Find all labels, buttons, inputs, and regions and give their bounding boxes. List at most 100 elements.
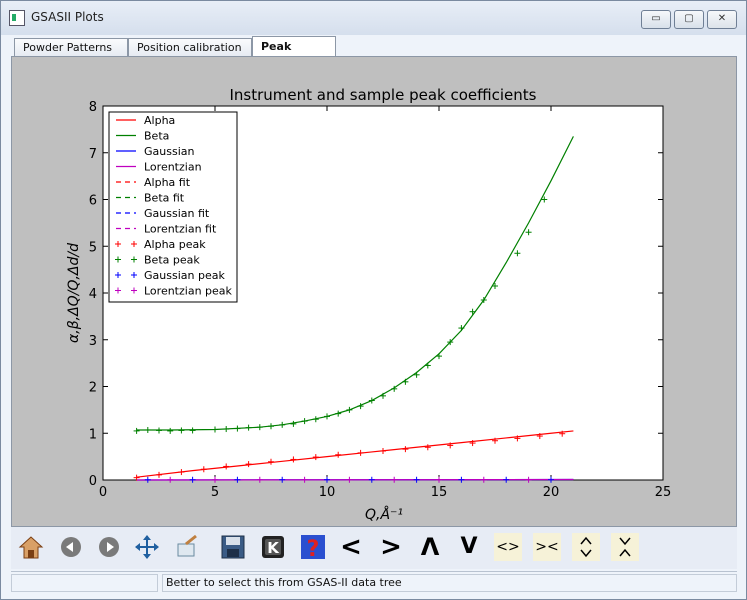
right-arrow-icon[interactable]: > xyxy=(380,532,402,562)
tab-powder-patterns[interactable]: Powder Patterns xyxy=(14,38,128,56)
marker-alpha-peak xyxy=(380,448,386,455)
forward-icon[interactable] xyxy=(95,533,123,561)
y-tick-label: 7 xyxy=(89,147,97,162)
marker-alpha-peak xyxy=(156,471,162,478)
legend-box xyxy=(108,111,238,303)
marker-lorentzian-peak xyxy=(391,476,398,483)
marker-beta-peak xyxy=(469,308,476,315)
marker-gaussian-peak xyxy=(234,476,241,483)
legend-label: Lorentzian fit xyxy=(144,223,217,236)
marker-beta-peak xyxy=(290,420,297,427)
x-tick-label: 15 xyxy=(431,485,448,500)
marker-alpha-peak xyxy=(357,449,364,456)
legend-label: Gaussian peak xyxy=(144,269,225,282)
vertical-spread-icon[interactable] xyxy=(572,533,600,561)
legend-item: Gaussian fit xyxy=(116,207,210,220)
chart-title: Instrument and sample peak coefficients xyxy=(230,86,537,104)
marker-lorentzian-peak xyxy=(212,476,218,483)
y-tick-label: 3 xyxy=(89,334,97,349)
marker-alpha-peak xyxy=(536,433,543,440)
marker-beta-peak xyxy=(167,427,174,434)
marker-alpha-peak xyxy=(268,458,274,465)
marker-beta-peak xyxy=(335,410,342,417)
y-tick-label: 5 xyxy=(89,240,97,255)
zoom-icon[interactable] xyxy=(173,533,201,561)
marker-beta-peak xyxy=(279,421,286,428)
horizontal-compress-icon[interactable]: >< xyxy=(533,533,561,561)
status-bar: Better to select this from GSAS-II data … xyxy=(11,571,737,594)
marker-beta-peak xyxy=(368,397,375,404)
minimize-button[interactable]: ▭ xyxy=(641,10,671,29)
series-line-alpha xyxy=(136,430,574,478)
marker-beta-peak xyxy=(480,297,487,304)
y-tick-label: 0 xyxy=(89,474,97,489)
back-icon[interactable] xyxy=(57,533,85,561)
legend-label: Gaussian xyxy=(144,145,194,158)
marker-beta-peak xyxy=(144,426,151,433)
marker-alpha-peak xyxy=(245,461,252,468)
x-tick-label: 0 xyxy=(99,485,107,500)
tab-bar: Powder Patterns Position calibration Pea… xyxy=(11,36,737,73)
marker-gaussian-peak xyxy=(279,476,286,483)
marker-alpha-peak xyxy=(402,446,409,453)
marker-gaussian-peak xyxy=(368,476,375,483)
peak-coefficients-chart[interactable]: Instrument and sample peak coefficients … xyxy=(12,57,736,526)
marker-alpha-peak xyxy=(312,454,319,461)
marker-beta-peak xyxy=(212,426,218,433)
marker-gaussian-peak xyxy=(548,476,554,483)
marker-alpha-peak xyxy=(559,430,566,437)
tab-position-calibration[interactable]: Position calibration xyxy=(128,38,252,56)
legend-label: Beta xyxy=(144,130,169,143)
svg-text:K: K xyxy=(267,539,280,557)
k-icon[interactable]: K xyxy=(259,533,287,561)
marker-beta-peak xyxy=(514,250,521,257)
maximize-button[interactable]: ▢ xyxy=(674,10,704,29)
help-icon[interactable]: ? xyxy=(299,533,327,562)
marker-beta-peak xyxy=(301,418,308,425)
marker-beta-peak xyxy=(324,413,330,420)
y-tick-label: 2 xyxy=(89,381,97,396)
up-arrow-icon[interactable]: Λ xyxy=(420,533,440,561)
legend-label: Alpha fit xyxy=(144,176,191,189)
marker-beta-peak xyxy=(413,371,420,378)
x-tick-label: 20 xyxy=(543,485,560,500)
close-button[interactable]: ✕ xyxy=(707,10,737,29)
pan-icon[interactable] xyxy=(133,533,161,561)
marker-beta-peak xyxy=(234,425,241,432)
legend-label: Alpha peak xyxy=(144,238,206,251)
marker-beta-peak xyxy=(525,229,532,236)
legend-item: Lorentzian xyxy=(116,161,202,174)
marker-beta-peak xyxy=(256,424,263,431)
x-tick-label: 25 xyxy=(655,485,672,500)
marker-alpha-peak xyxy=(200,466,207,473)
marker-gaussian-peak xyxy=(324,476,330,483)
marker-lorentzian-peak xyxy=(301,476,308,483)
status-message: Better to select this from GSAS-II data … xyxy=(162,574,737,592)
left-arrow-icon[interactable]: < xyxy=(340,532,362,562)
save-icon[interactable] xyxy=(219,533,247,561)
marker-beta-peak xyxy=(268,423,274,430)
marker-gaussian-peak xyxy=(503,476,510,483)
legend-item: Beta xyxy=(116,130,169,143)
vertical-compress-icon[interactable] xyxy=(611,533,639,561)
marker-gaussian-peak xyxy=(458,476,465,483)
help-icon-label: ? xyxy=(307,537,320,561)
window-title: GSASII Plots xyxy=(31,10,104,24)
plot-panel: Instrument and sample peak coefficients … xyxy=(11,56,737,527)
tab-peak-widths[interactable]: Peak Widths xyxy=(252,36,336,73)
marker-alpha-peak xyxy=(178,469,185,476)
marker-alpha-peak xyxy=(133,474,140,481)
legend-label: Alpha xyxy=(144,114,175,127)
marker-alpha-peak xyxy=(469,440,476,447)
marker-beta-peak xyxy=(402,378,409,385)
down-arrow-icon[interactable]: V xyxy=(460,534,478,559)
horizontal-spread-icon[interactable]: <> xyxy=(494,533,522,561)
marker-beta-peak xyxy=(312,416,319,423)
home-icon[interactable] xyxy=(17,533,45,561)
marker-alpha-peak xyxy=(290,456,297,463)
marker-lorentzian-peak xyxy=(346,476,353,483)
marker-beta-peak xyxy=(541,196,548,203)
y-axis-label: α,β,ΔQ/Q,Δd/d xyxy=(66,243,82,343)
marker-lorentzian-peak xyxy=(436,476,442,483)
title-bar: GSASII Plots ▭ ▢ ✕ xyxy=(1,1,746,35)
